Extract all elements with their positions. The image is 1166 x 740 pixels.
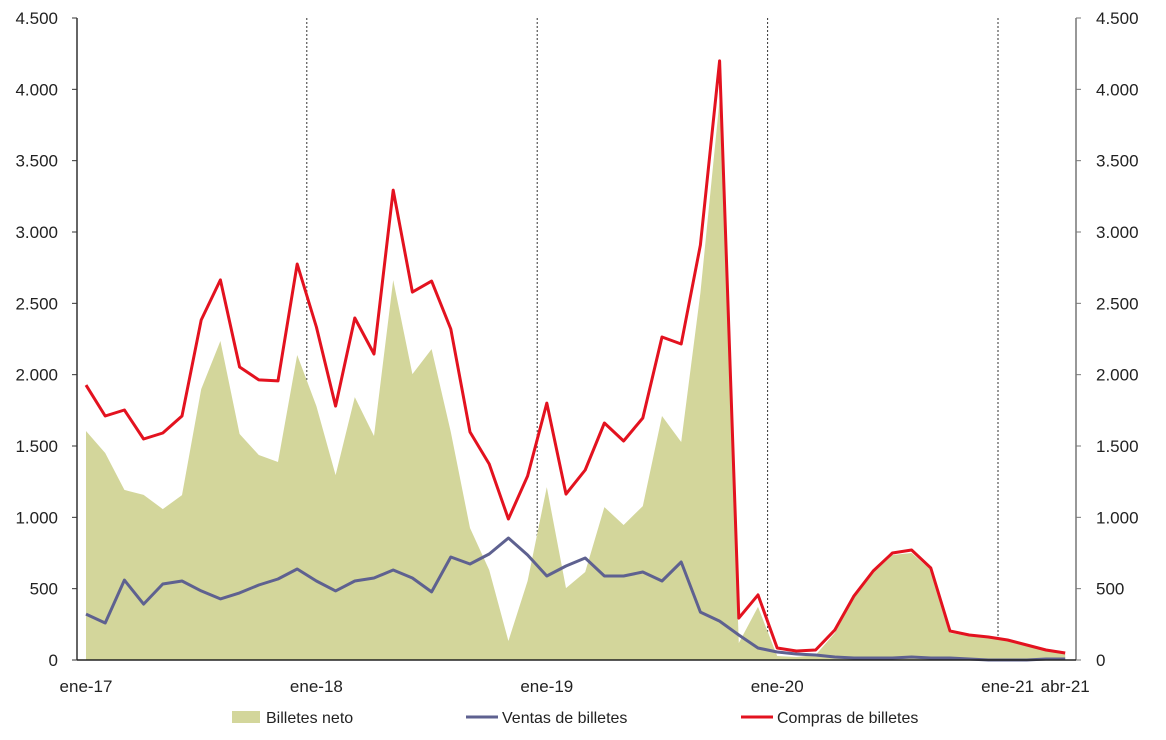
year-gridlines bbox=[306, 18, 999, 660]
y-tick-label-left: 1.500 bbox=[15, 437, 58, 456]
y-tick-label-right: 1.500 bbox=[1096, 437, 1139, 456]
area-billetes-neto bbox=[86, 99, 1066, 660]
legend-label: Compras de billetes bbox=[777, 710, 918, 727]
y-tick-label-left: 4.500 bbox=[15, 9, 58, 28]
line-ventas-de-billetes bbox=[85, 536, 1066, 662]
y-tick-label-left: 1.000 bbox=[15, 508, 58, 527]
legend-label: Billetes neto bbox=[266, 710, 353, 727]
y-tick-label-right: 500 bbox=[1096, 580, 1124, 599]
y-tick-label-right: 4.500 bbox=[1096, 9, 1139, 28]
y-tick-label-right: 2.500 bbox=[1096, 294, 1139, 313]
y-tick-label-left: 4.000 bbox=[15, 80, 58, 99]
y-tick-label-right: 2.000 bbox=[1096, 366, 1139, 385]
legend: Billetes neto Ventas de billetes Compras d… bbox=[232, 710, 918, 727]
series-layer bbox=[84, 59, 1066, 662]
legend-swatch-area bbox=[232, 711, 260, 723]
y-tick-label-left: 0 bbox=[49, 651, 58, 670]
y-tick-label-right: 0 bbox=[1096, 651, 1105, 670]
y-tick-label-left: 2.500 bbox=[15, 294, 58, 313]
x-tick-label: ene-18 bbox=[290, 677, 343, 696]
x-tick-label: ene-20 bbox=[751, 677, 804, 696]
y-tick-label-left: 3.000 bbox=[15, 223, 58, 242]
y-tick-label-right: 1.000 bbox=[1096, 508, 1139, 527]
x-tick-label: abr-21 bbox=[1041, 677, 1090, 696]
y-tick-label-right: 4.000 bbox=[1096, 80, 1139, 99]
y-tick-label-left: 3.500 bbox=[15, 152, 58, 171]
line-compras-de-billetes bbox=[84, 59, 1066, 655]
legend-label: Ventas de billetes bbox=[502, 710, 627, 727]
x-tick-label: ene-21 bbox=[981, 677, 1034, 696]
axes: 0 0 500 500 1.000 1.000 1.500 1.500 2.000 2.000 2.… bbox=[15, 9, 1138, 696]
x-tick-label: ene-17 bbox=[60, 677, 113, 696]
y-tick-label-right: 3.000 bbox=[1096, 223, 1139, 242]
y-tick-label-left: 2.000 bbox=[15, 366, 58, 385]
y-tick-label-right: 3.500 bbox=[1096, 152, 1139, 171]
y-tick-label-left: 500 bbox=[30, 580, 58, 599]
x-tick-label: ene-19 bbox=[520, 677, 573, 696]
